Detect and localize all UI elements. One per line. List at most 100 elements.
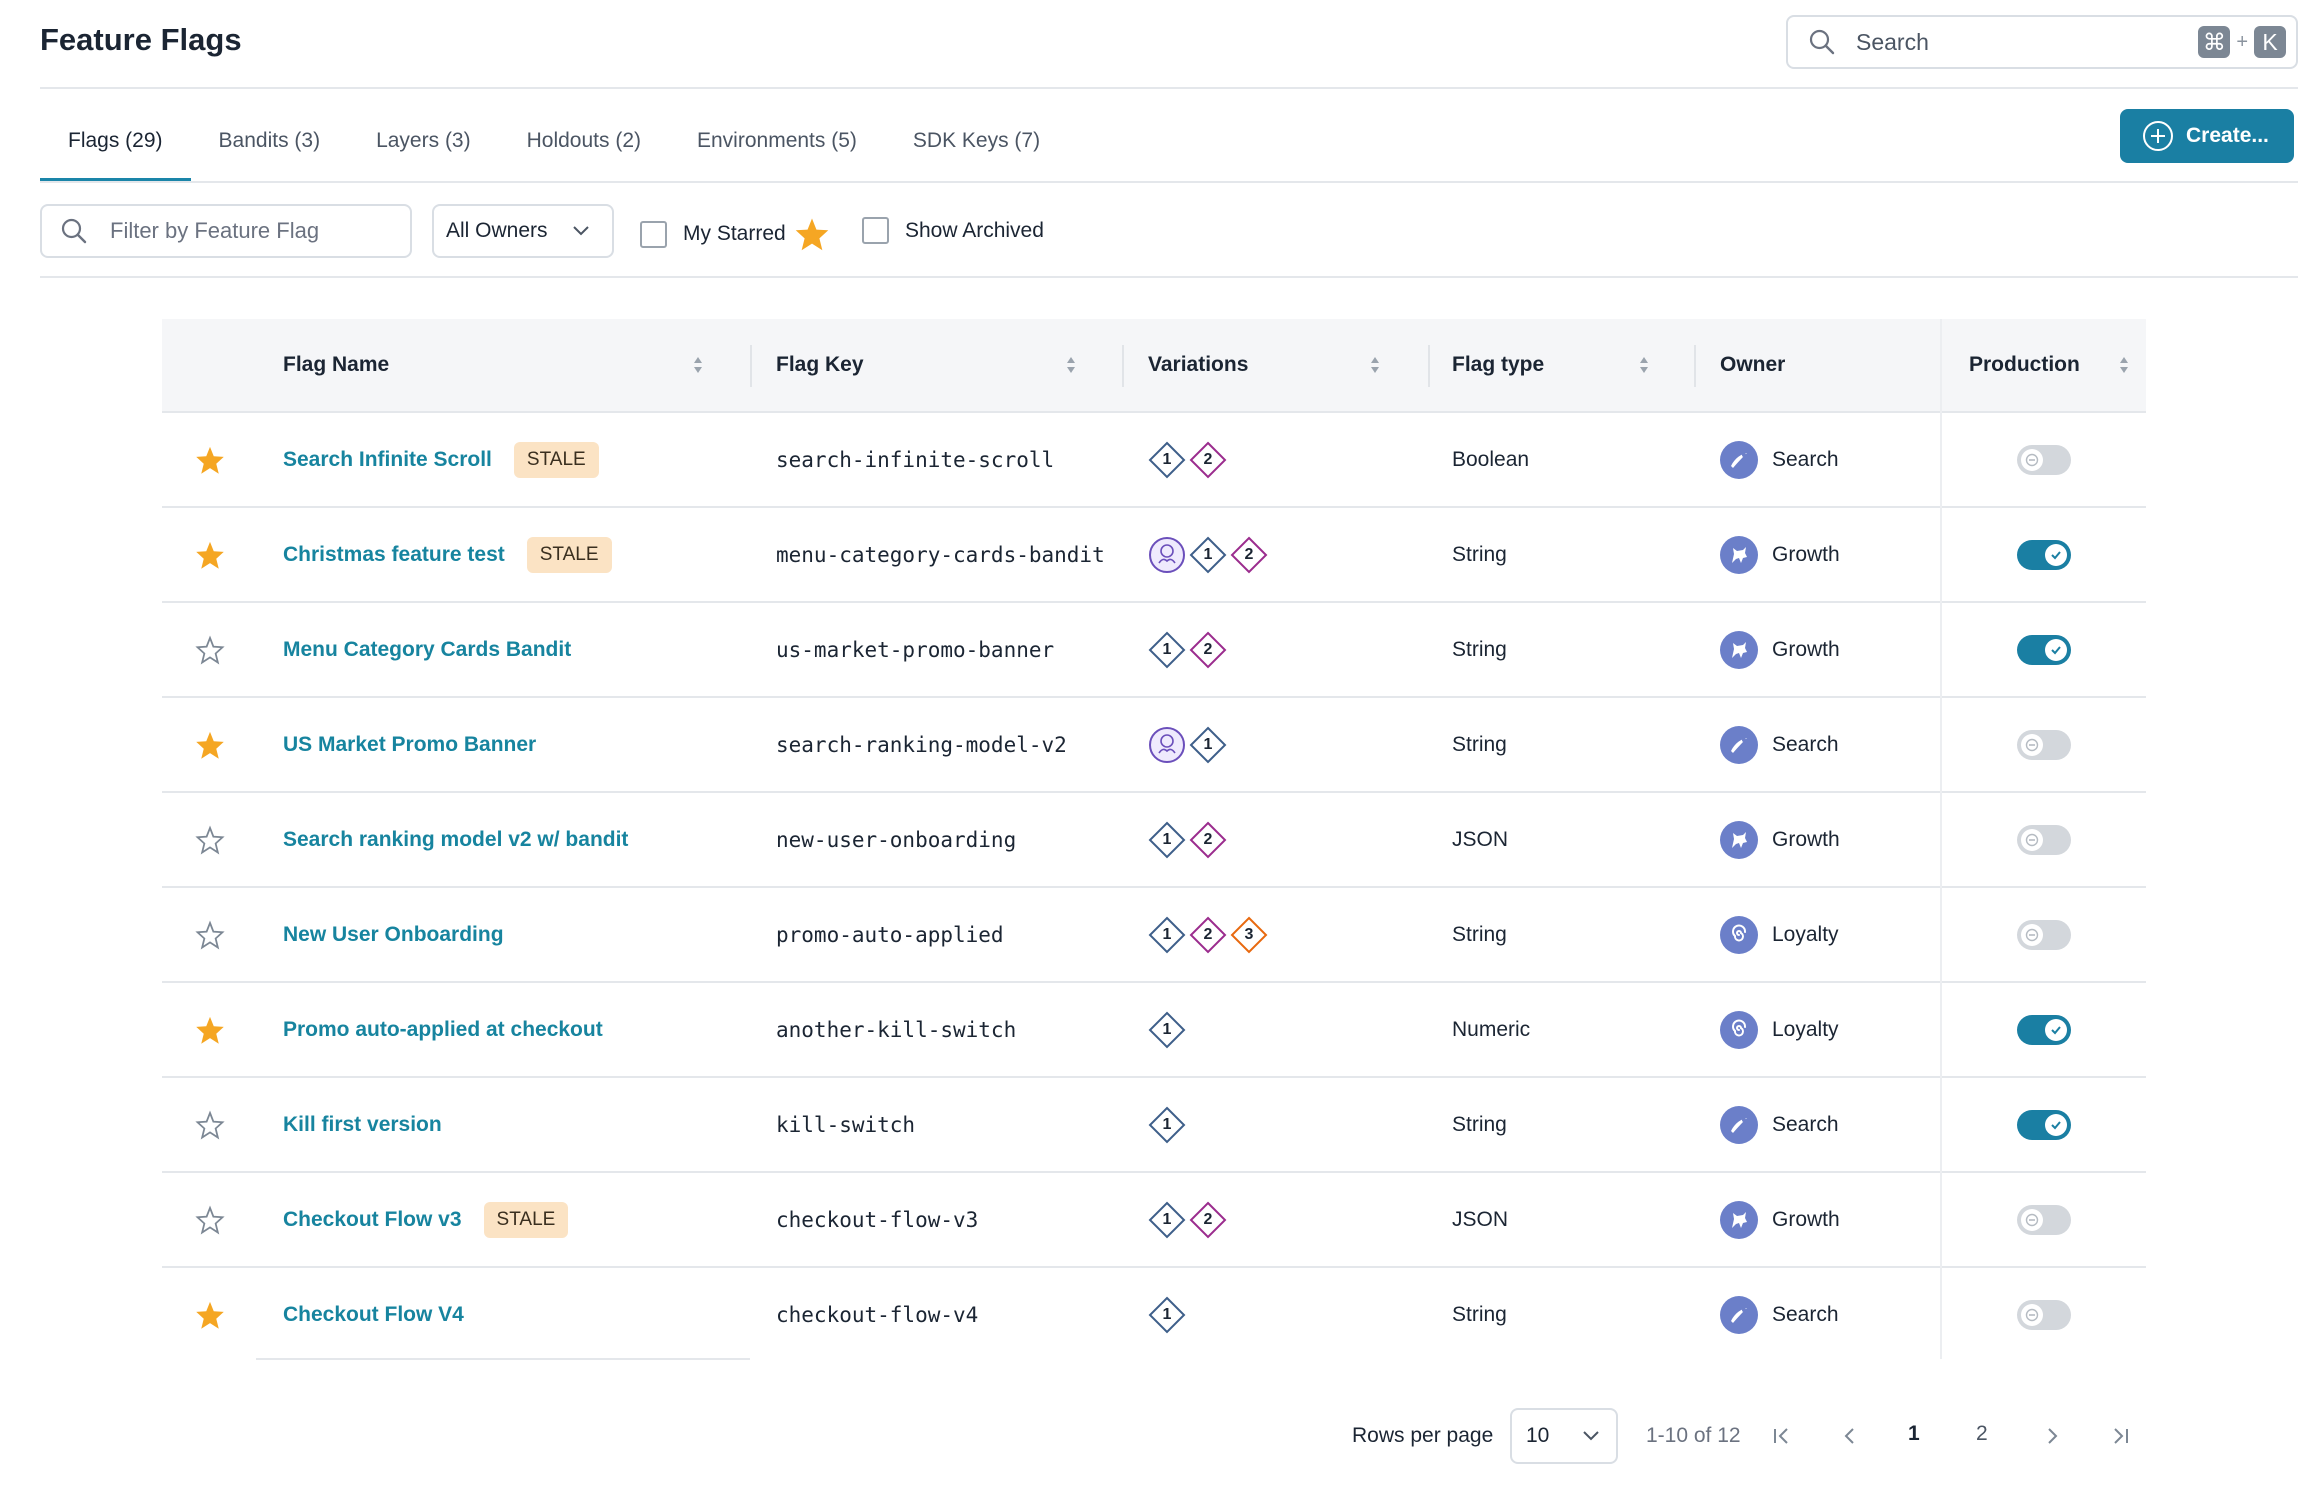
variation-number: 2 [1203, 830, 1213, 848]
production-toggle[interactable] [2017, 729, 2071, 760]
tabs-divider [40, 181, 2298, 183]
production-toggle[interactable] [2017, 824, 2071, 855]
show-archived-checkbox[interactable]: Show Archived [862, 217, 1044, 244]
sort-icon[interactable] [1638, 355, 1650, 375]
flag-filter-input[interactable]: Filter by Feature Flag [40, 204, 412, 258]
flag-name-link[interactable]: Search Infinite Scroll [283, 447, 492, 471]
sort-icon[interactable] [2118, 355, 2130, 375]
checkbox-box[interactable] [862, 217, 889, 244]
my-starred-checkbox[interactable]: My Starred [640, 217, 830, 251]
flag-name-link[interactable]: Kill first version [283, 1112, 442, 1136]
variations: 1 [1147, 1105, 1188, 1145]
flag-key: checkout-flow-v4 [776, 1302, 979, 1327]
tab-flags[interactable]: Flags (29) [40, 112, 191, 182]
production-toggle[interactable] [2017, 1109, 2071, 1140]
flag-type: String [1452, 542, 1507, 566]
flag-name-link[interactable]: Checkout Flow V4 [283, 1302, 464, 1326]
owner-name: Search [1772, 732, 1839, 756]
flag-name-link[interactable]: Checkout Flow v3 [283, 1207, 462, 1231]
global-search-input[interactable]: Search ⌘ + K [1786, 15, 2298, 69]
star-filled-icon[interactable] [195, 1268, 225, 1361]
checkbox-box[interactable] [640, 220, 667, 248]
tab-holdouts[interactable]: Holdouts (2) [526, 129, 641, 152]
variation-number: 2 [1244, 545, 1254, 563]
first-page-icon[interactable] [1766, 1420, 1798, 1452]
table-row[interactable]: Search ranking model v2 w/ bandit new-use… [162, 793, 2146, 888]
sort-icon[interactable] [1065, 355, 1077, 375]
tab-sdk-keys[interactable]: SDK Keys (7) [912, 129, 1041, 152]
flag-key: kill-switch [776, 1112, 916, 1137]
star-outline-icon[interactable] [195, 603, 225, 696]
star-filled-icon[interactable] [195, 413, 225, 506]
variation-1-icon: 1 [1147, 1200, 1187, 1240]
sort-icon[interactable] [1369, 355, 1381, 375]
column-header-production[interactable]: Production [1969, 353, 2080, 376]
rows-per-page-value: 10 [1526, 1424, 1550, 1447]
flag-key: new-user-onboarding [776, 827, 1017, 852]
variations: 1 2 3 [1147, 915, 1270, 955]
owner-name: Loyalty [1772, 922, 1839, 946]
star-filled-icon[interactable] [195, 508, 225, 601]
variation-1-icon: 1 [1188, 535, 1228, 575]
sort-icon[interactable] [692, 355, 704, 375]
next-page-icon[interactable] [2036, 1420, 2068, 1452]
flag-name-link[interactable]: Search ranking model v2 w/ bandit [283, 827, 629, 851]
flag-key: search-infinite-scroll [776, 447, 1055, 472]
previous-page-icon[interactable] [1834, 1420, 1866, 1452]
production-toggle[interactable] [2017, 1014, 2071, 1045]
production-toggle[interactable] [2017, 539, 2071, 570]
pagination-range: 1-10 of 12 [1646, 1424, 1741, 1447]
star-outline-icon[interactable] [195, 1173, 225, 1266]
variation-number: 2 [1203, 450, 1213, 468]
owner: Search [1720, 1295, 1839, 1334]
variation-1-icon: 1 [1147, 820, 1187, 860]
star-outline-icon[interactable] [195, 793, 225, 886]
search-team-icon [1720, 440, 1758, 479]
production-toggle[interactable] [2017, 1204, 2071, 1235]
production-toggle[interactable] [2017, 444, 2071, 475]
table-row[interactable]: Checkout Flow v3 STALE checkout-flow-v3 1 2 J… [162, 1173, 2146, 1268]
table-row[interactable]: Christmas feature test STALE menu-category… [162, 508, 2146, 603]
variation-number: 1 [1162, 640, 1172, 658]
tab-environments[interactable]: Environments (5) [697, 129, 857, 152]
star-outline-icon[interactable] [195, 888, 225, 981]
search-icon [1808, 28, 1836, 56]
flag-name-link[interactable]: US Market Promo Banner [283, 732, 537, 756]
variation-2-icon: 2 [1188, 915, 1228, 955]
last-page-icon[interactable] [2104, 1420, 2136, 1452]
owner-select[interactable]: All Owners [432, 204, 614, 258]
table-row[interactable]: US Market Promo Banner search-ranking-mod… [162, 698, 2146, 793]
column-header-flag-name[interactable]: Flag Name [283, 353, 390, 376]
flag-name-link[interactable]: Menu Category Cards Bandit [283, 637, 572, 661]
flag-name-link[interactable]: New User Onboarding [283, 922, 504, 946]
table-row[interactable]: Kill first version kill-switch 1 String Sear… [162, 1078, 2146, 1173]
tab-bandits[interactable]: Bandits (3) [218, 129, 321, 152]
column-header-flag-key[interactable]: Flag Key [776, 353, 864, 376]
tab-layers[interactable]: Layers (3) [376, 129, 471, 152]
create-button[interactable]: Create... [2120, 109, 2294, 163]
table-row[interactable]: Menu Category Cards Bandit us-market-prom… [162, 603, 2146, 698]
growth-team-icon [1720, 535, 1758, 574]
table-row[interactable]: New User Onboarding promo-auto-applied 1 2 3… [162, 888, 2146, 983]
production-toggle[interactable] [2017, 1299, 2071, 1330]
star-filled-icon[interactable] [195, 698, 225, 791]
bandit-icon [1147, 535, 1187, 575]
column-header-variations[interactable]: Variations [1148, 353, 1249, 376]
star-outline-icon[interactable] [195, 1078, 225, 1171]
table-row[interactable]: Promo auto-applied at checkout another-ki… [162, 983, 2146, 1078]
my-starred-label: My Starred [683, 222, 786, 245]
column-header-flag-type[interactable]: Flag type [1452, 353, 1545, 376]
variations: 1 [1147, 1295, 1188, 1335]
production-toggle[interactable] [2017, 919, 2071, 950]
page-number-1[interactable]: 1 [1908, 1422, 1920, 1445]
flag-name-link[interactable]: Promo auto-applied at checkout [283, 1017, 603, 1041]
owner-select-value: All Owners [446, 219, 548, 242]
page-number-2[interactable]: 2 [1976, 1422, 1988, 1445]
table-row[interactable]: Checkout Flow V4 checkout-flow-v4 1 String S… [162, 1268, 2146, 1363]
flag-name-link[interactable]: Christmas feature test [283, 542, 505, 566]
star-filled-icon[interactable] [195, 983, 225, 1076]
table-row[interactable]: Search Infinite Scroll STALE search-infini… [162, 413, 2146, 508]
production-toggle[interactable] [2017, 634, 2071, 665]
rows-per-page-select[interactable]: 10 [1510, 1408, 1618, 1464]
